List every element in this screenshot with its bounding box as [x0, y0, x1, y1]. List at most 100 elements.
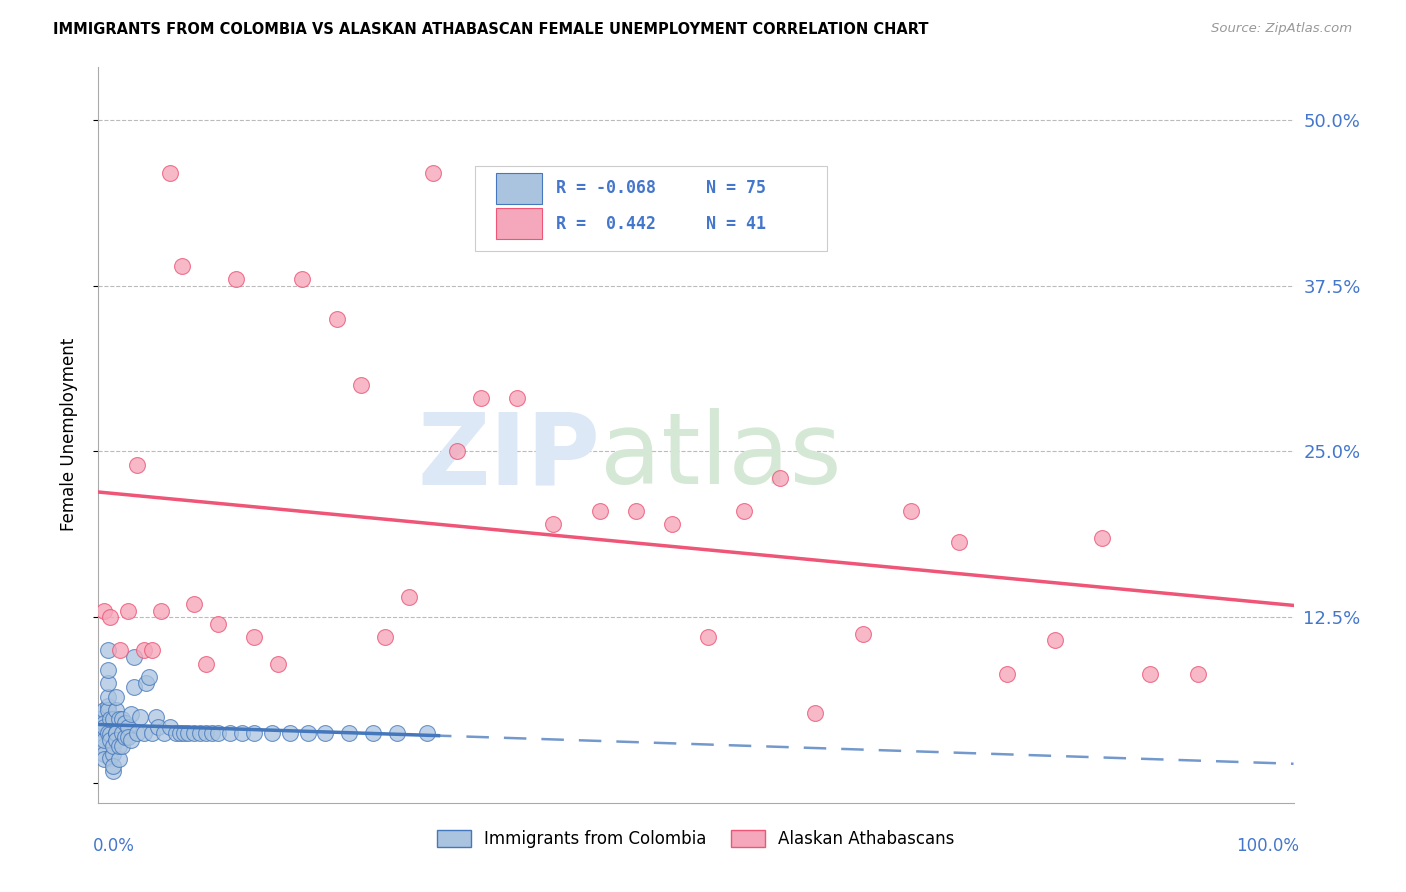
- Point: [93, 703, 115, 717]
- Point: [111, 739, 134, 753]
- Point: [117, 603, 139, 617]
- Point: [398, 591, 420, 605]
- Point: [231, 725, 253, 739]
- Point: [153, 725, 176, 739]
- Point: [97, 725, 120, 739]
- Point: [315, 725, 337, 739]
- Point: [768, 471, 790, 485]
- Point: [291, 272, 314, 286]
- Point: [97, 690, 120, 704]
- Point: [93, 603, 115, 617]
- Point: [804, 706, 827, 720]
- Point: [195, 657, 218, 671]
- Point: [416, 725, 439, 739]
- Point: [733, 504, 755, 518]
- Y-axis label: Female Unemployment: Female Unemployment: [59, 338, 77, 532]
- Point: [141, 725, 163, 739]
- Point: [105, 725, 128, 739]
- Point: [363, 725, 385, 739]
- Point: [697, 630, 720, 644]
- Point: [132, 725, 155, 739]
- Point: [111, 725, 134, 739]
- FancyBboxPatch shape: [475, 166, 827, 251]
- Point: [339, 725, 361, 739]
- Point: [626, 504, 648, 518]
- Point: [101, 747, 124, 761]
- Point: [93, 752, 115, 766]
- Point: [105, 725, 128, 739]
- Point: [446, 444, 468, 458]
- Point: [260, 725, 283, 739]
- Point: [141, 643, 163, 657]
- Point: [243, 630, 266, 644]
- Point: [183, 597, 205, 611]
- Point: [117, 730, 139, 744]
- Point: [124, 681, 146, 695]
- Text: atlas: atlas: [600, 409, 842, 506]
- Point: [125, 458, 148, 472]
- Point: [148, 720, 170, 734]
- Point: [107, 752, 129, 766]
- Point: [101, 758, 124, 772]
- Point: [98, 712, 122, 726]
- Point: [105, 733, 128, 747]
- Point: [93, 720, 115, 734]
- Point: [117, 720, 139, 734]
- Point: [132, 643, 155, 657]
- Point: [183, 725, 205, 739]
- Point: [97, 643, 120, 657]
- Point: [267, 657, 290, 671]
- Point: [107, 739, 129, 753]
- Point: [195, 725, 218, 739]
- Point: [1091, 531, 1114, 545]
- Point: [105, 703, 128, 717]
- Point: [201, 725, 224, 739]
- Point: [111, 712, 134, 726]
- Point: [98, 750, 122, 764]
- Point: [97, 703, 120, 717]
- Point: [120, 733, 142, 747]
- Point: [219, 725, 242, 739]
- Point: [207, 616, 229, 631]
- Text: ZIP: ZIP: [418, 409, 600, 506]
- Point: [169, 725, 191, 739]
- Point: [98, 727, 122, 741]
- Point: [948, 534, 970, 549]
- Point: [120, 706, 142, 721]
- Point: [1043, 632, 1066, 647]
- Point: [1139, 667, 1161, 681]
- Text: 100.0%: 100.0%: [1236, 837, 1299, 855]
- Point: [97, 676, 120, 690]
- Point: [470, 392, 492, 406]
- Point: [124, 649, 146, 664]
- Point: [149, 603, 172, 617]
- Point: [173, 725, 195, 739]
- Point: [172, 259, 194, 273]
- Point: [350, 378, 373, 392]
- Point: [97, 663, 120, 677]
- FancyBboxPatch shape: [496, 173, 541, 203]
- Point: [278, 725, 301, 739]
- Point: [129, 709, 152, 723]
- Point: [145, 709, 167, 723]
- Point: [93, 716, 115, 731]
- Point: [541, 517, 564, 532]
- Point: [101, 764, 124, 778]
- Point: [93, 709, 115, 723]
- Point: [93, 730, 115, 744]
- Legend: Immigrants from Colombia, Alaskan Athabascans: Immigrants from Colombia, Alaskan Athaba…: [430, 823, 962, 855]
- Point: [138, 670, 160, 684]
- Point: [188, 725, 211, 739]
- Point: [108, 643, 131, 657]
- Point: [995, 667, 1018, 681]
- Point: [159, 720, 181, 734]
- Point: [135, 676, 157, 690]
- Point: [98, 733, 122, 747]
- Point: [661, 517, 683, 532]
- Point: [101, 739, 124, 753]
- Point: [326, 311, 349, 326]
- Point: [114, 716, 136, 731]
- Point: [422, 166, 444, 180]
- Text: R =  0.442: R = 0.442: [557, 215, 657, 233]
- Point: [107, 712, 129, 726]
